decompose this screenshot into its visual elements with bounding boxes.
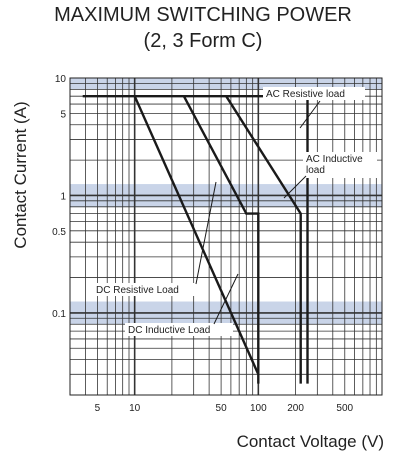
x-tick-label: 50 [216,403,228,414]
series-line [133,95,260,375]
annotation-leader [213,273,239,325]
annotation-leader [283,175,307,199]
grid-lines [70,78,382,395]
chart-title: MAXIMUM SWITCHING POWER [54,4,352,26]
series-line [182,95,260,384]
annotation-leader [195,181,217,285]
annotation-label: DC Resistive Load [96,285,179,296]
x-tick-label: 100 [250,403,267,414]
annotation-label: AC Resistive load [266,89,345,100]
y-tick-label: 0.1 [52,309,66,320]
plot-frame [69,77,383,396]
x-tick-label: 200 [287,403,304,414]
x-tick-label: 5 [95,403,101,414]
y-tick-label: 0.5 [52,227,66,238]
y-tick-label: 10 [55,74,67,85]
y-tick-label: 1 [60,191,66,202]
chart-subtitle: (2, 3 Form C) [143,30,263,52]
annotation-label: load [306,165,325,176]
annotation-label: DC Inductive Load [128,325,210,336]
annotation-bg [93,283,199,296]
annotation-bg [125,323,233,336]
x-tick-label: 500 [336,403,353,414]
annotation-bg [303,152,377,178]
annotation-leader [299,100,321,129]
x-tick-labels: 5 10 50 100 200 500 [95,403,354,414]
annotation-label: AC Inductive [306,154,363,165]
x-tick-label: 10 [129,403,141,414]
y-tick-label: 5 [60,109,66,120]
annotation-bg [263,87,365,100]
y-tick-labels: 10 5 1 0.5 0.1 [52,74,66,320]
series-line [225,95,302,384]
x-axis-label: Contact Voltage (V) [237,432,384,451]
y-axis-label: Contact Current (A) [11,101,30,248]
